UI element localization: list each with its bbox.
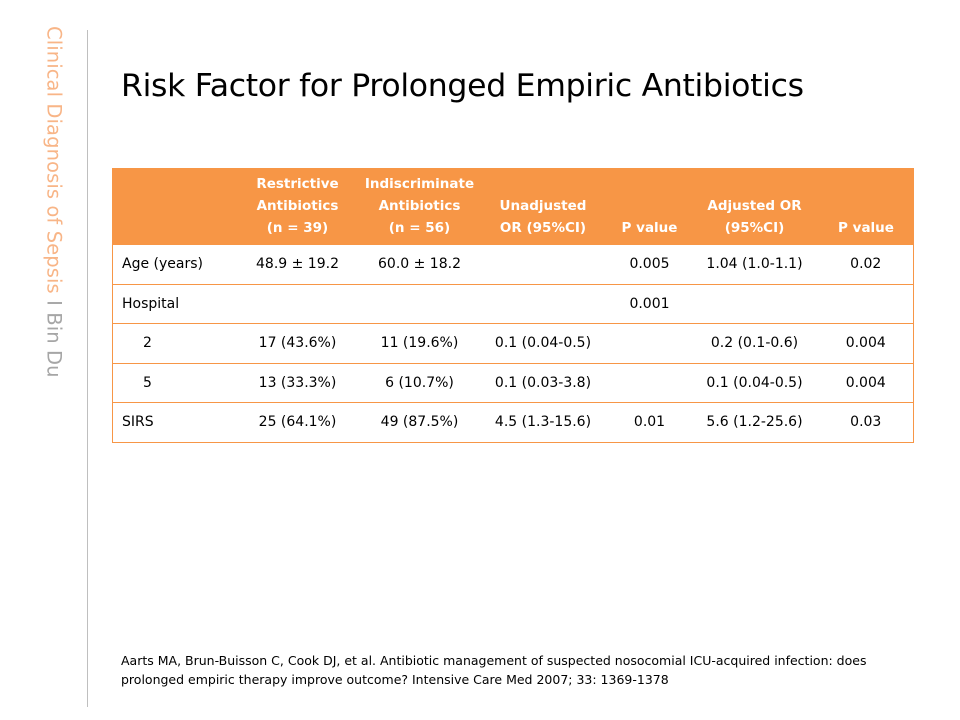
table-cell: 0.2 (0.1-0.6) <box>690 323 819 364</box>
table-cell: 0.03 <box>818 402 914 443</box>
table-cell: 48.9 ± 19.2 <box>233 244 362 285</box>
row-label: Hospital <box>112 283 234 324</box>
table-cell: 49 (87.5%) <box>361 402 478 443</box>
table-row: 2 17 (43.6%) 11 (19.6%) 0.1 (0.04-0.5) 0… <box>112 323 914 364</box>
header-text: (n = 56) <box>388 220 451 236</box>
table-cell: 4.5 (1.3-15.6) <box>477 402 609 443</box>
table-cell: 5.6 (1.2-25.6) <box>690 402 819 443</box>
table-cell: 17 (43.6%) <box>233 323 362 364</box>
table-cell <box>608 323 691 364</box>
header-text: Indiscriminate <box>364 176 475 192</box>
table-cell <box>818 283 914 324</box>
table-row: SIRS 25 (64.1%) 49 (87.5%) 4.5 (1.3-15.6… <box>112 402 914 443</box>
risk-factor-table: Restrictive Antibiotics (n = 39) Indiscr… <box>112 168 914 443</box>
citation: Aarts MA, Brun-Buisson C, Cook DJ, et al… <box>121 653 867 687</box>
table-cell: 13 (33.3%) <box>233 362 362 403</box>
table-cell: 11 (19.6%) <box>361 323 478 364</box>
slide-title: Risk Factor for Prolonged Empiric Antibi… <box>121 68 804 104</box>
table-cell: 0.01 <box>608 402 691 443</box>
header-restrictive: Restrictive Antibiotics (n = 39) <box>233 168 362 245</box>
sidebar-author: I Bin Du <box>42 300 66 378</box>
header-text: OR (95%CI) <box>499 220 587 236</box>
table-cell <box>361 283 478 324</box>
header-p-value-adjusted: P value <box>818 168 914 245</box>
sidebar-title-text: Clinical Diagnosis of Sepsis <box>42 26 66 294</box>
header-text: P value <box>838 220 894 236</box>
header-indiscriminate: Indiscriminate Antibiotics (n = 56) <box>361 168 478 245</box>
table-cell: 6 (10.7%) <box>361 362 478 403</box>
row-label: 2 <box>112 323 234 364</box>
table-cell: 0.1 (0.03-3.8) <box>477 362 609 403</box>
table-cell: 0.001 <box>608 283 691 324</box>
table-cell: 60.0 ± 18.2 <box>361 244 478 285</box>
table-cell <box>690 283 819 324</box>
table-cell: 0.1 (0.04-0.5) <box>477 323 609 364</box>
vertical-divider <box>87 30 88 707</box>
header-text: Unadjusted <box>499 198 587 214</box>
header-text: Restrictive <box>256 176 339 192</box>
header-text: Adjusted OR <box>707 198 802 214</box>
row-label: Age (years) <box>112 244 234 285</box>
header-adjusted-or: Adjusted OR (95%CI) <box>690 168 819 245</box>
header-text: (95%CI) <box>724 220 785 236</box>
header-text: Antibiotics <box>378 198 461 214</box>
table-row: Age (years) 48.9 ± 19.2 60.0 ± 18.2 0.00… <box>112 244 914 285</box>
table-cell <box>477 244 609 285</box>
header-unadjusted-or: Unadjusted OR (95%CI) <box>477 168 609 245</box>
table-row: 5 13 (33.3%) 6 (10.7%) 0.1 (0.03-3.8) 0.… <box>112 362 914 403</box>
table-header-row: Restrictive Antibiotics (n = 39) Indiscr… <box>112 168 914 245</box>
header-text: Antibiotics <box>256 198 339 214</box>
row-label: SIRS <box>112 402 234 443</box>
header-p-value-unadjusted: P value <box>608 168 691 245</box>
table-row: Hospital 0.001 <box>112 283 914 324</box>
table-cell: 1.04 (1.0-1.1) <box>690 244 819 285</box>
table-cell: 0.02 <box>818 244 914 285</box>
header-cell-blank <box>112 168 234 245</box>
table-cell: 25 (64.1%) <box>233 402 362 443</box>
table-cell: 0.1 (0.04-0.5) <box>690 362 819 403</box>
table-cell <box>477 283 609 324</box>
table-cell: 0.004 <box>818 323 914 364</box>
table-cell <box>608 362 691 403</box>
row-label: 5 <box>112 362 234 403</box>
table-cell: 0.005 <box>608 244 691 285</box>
header-text: P value <box>621 220 678 236</box>
sidebar-title: Clinical Diagnosis of Sepsis I Bin Du <box>42 26 66 378</box>
header-text: (n = 39) <box>266 220 329 236</box>
table-cell <box>233 283 362 324</box>
table-cell: 0.004 <box>818 362 914 403</box>
